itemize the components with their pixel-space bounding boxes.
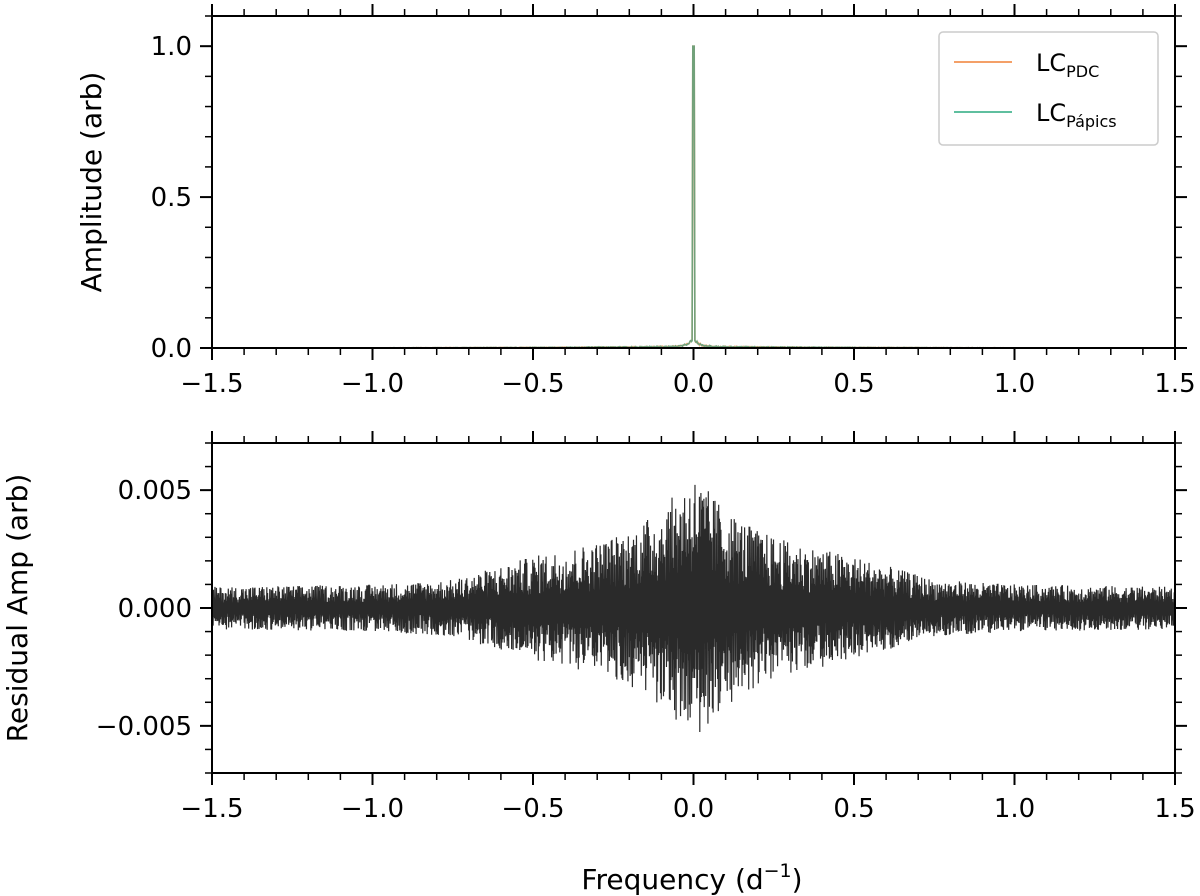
top-y-tick-label: 0.5	[151, 183, 192, 213]
top-x-tick-label: 0.5	[833, 369, 874, 399]
bottom-ticks	[200, 431, 1187, 785]
bottom-tick-labels: −1.5 −1.0 −0.5 0.0 0.5 1.0 1.5 −0.005 0.000 0.005	[96, 476, 1196, 824]
top-y-tick-label: 0.0	[151, 334, 192, 364]
bottom-plot-area	[211, 484, 1176, 732]
bottom-x-tick-label: 1.5	[1154, 794, 1195, 824]
top-panel: −1.5 −1.0 −0.5 0.0 0.5 1.0 1.5 0.0 0.5 1.0 Amplit…	[75, 4, 1196, 399]
top-y-axis-label: Amplitude (arb)	[75, 72, 108, 293]
legend-label-papics: LCPápics	[1036, 99, 1117, 131]
bottom-y-tick-label: 0.000	[118, 594, 192, 624]
bottom-x-tick-label: 0.0	[673, 794, 714, 824]
top-x-tick-label: 1.0	[994, 369, 1035, 399]
bottom-x-tick-label: 0.5	[833, 794, 874, 824]
top-y-tick-label: 1.0	[151, 32, 192, 62]
top-x-tick-label: 1.5	[1154, 369, 1195, 399]
legend: LCPDC LCPápics	[938, 31, 1159, 146]
bottom-x-tick-label: −1.0	[341, 794, 404, 824]
legend-label-pdc: LCPDC	[1036, 49, 1099, 81]
bottom-y-axis-label: Residual Amp (arb)	[1, 474, 34, 743]
bottom-panel: −1.5 −1.0 −0.5 0.0 0.5 1.0 1.5 −0.005 0.000 0.005…	[1, 431, 1196, 896]
top-tick-labels: −1.5 −1.0 −0.5 0.0 0.5 1.0 1.5 0.0 0.5 1.0	[151, 32, 1196, 399]
series-residual-line	[211, 484, 1176, 732]
top-x-tick-label: 0.0	[673, 369, 714, 399]
top-x-tick-label: −0.5	[501, 369, 564, 399]
top-x-tick-label: −1.0	[341, 369, 404, 399]
bottom-x-tick-label: −1.5	[180, 794, 243, 824]
bottom-y-tick-label: −0.005	[96, 712, 192, 742]
top-ticks	[200, 4, 1187, 360]
top-x-tick-label: −1.5	[180, 369, 243, 399]
bottom-x-tick-label: −0.5	[501, 794, 564, 824]
bottom-x-axis-label: Frequency (d−1)	[581, 860, 802, 896]
bottom-y-tick-label: 0.005	[118, 476, 192, 506]
bottom-x-tick-label: 1.0	[994, 794, 1035, 824]
legend-frame	[938, 31, 1159, 146]
